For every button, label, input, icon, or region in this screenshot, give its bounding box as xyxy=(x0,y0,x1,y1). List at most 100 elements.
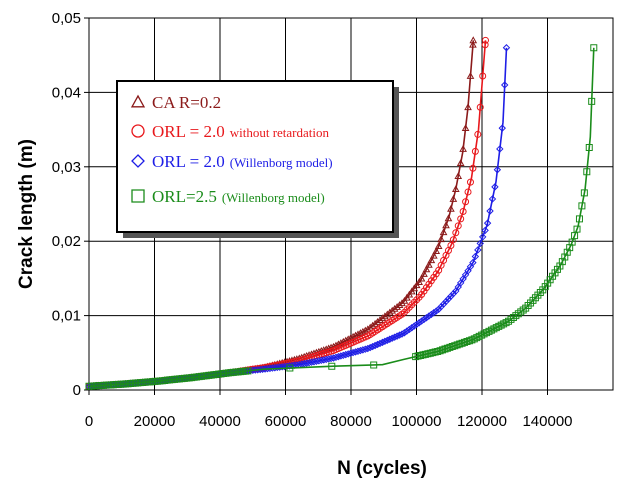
data-point xyxy=(474,130,482,138)
data-point xyxy=(563,248,571,256)
data-point xyxy=(488,195,497,203)
data-point xyxy=(575,215,583,223)
y-axis-title: Crack length (m) xyxy=(16,139,37,289)
data-point xyxy=(469,164,477,172)
data-point xyxy=(531,294,539,302)
y-tick-label: 0,03 xyxy=(52,159,81,176)
data-point xyxy=(444,214,453,222)
data-point xyxy=(408,324,416,332)
data-point xyxy=(546,276,554,284)
data-point xyxy=(500,81,509,89)
data-point xyxy=(405,325,414,334)
data-point xyxy=(479,72,487,80)
data-point xyxy=(427,256,436,264)
data-point xyxy=(422,314,431,322)
legend-label: ORL=2.5 (Willenborg model) xyxy=(152,187,325,206)
data-point xyxy=(469,36,478,44)
data-point xyxy=(388,334,396,342)
data-point xyxy=(453,341,461,349)
data-point xyxy=(585,143,593,151)
data-point xyxy=(568,238,576,246)
y-tick-label: 0,02 xyxy=(52,233,81,250)
data-point xyxy=(424,350,432,358)
data-point xyxy=(452,229,460,237)
data-point xyxy=(378,314,387,322)
legend-marker xyxy=(131,154,145,168)
data-point xyxy=(437,235,445,243)
data-point xyxy=(573,225,581,233)
data-point xyxy=(449,194,458,202)
data-point xyxy=(485,327,493,335)
data-point xyxy=(490,325,498,333)
data-point xyxy=(444,295,453,303)
x-tick-label: 60000 xyxy=(265,413,307,430)
data-point xyxy=(383,310,392,318)
legend-label: ORL = 2.0 (Willenborg model) xyxy=(152,152,333,171)
data-point xyxy=(432,270,440,278)
data-point xyxy=(514,310,522,318)
data-point xyxy=(459,144,467,152)
data-point xyxy=(390,304,399,312)
data-point xyxy=(417,274,426,282)
data-point xyxy=(427,310,436,319)
data-point xyxy=(451,185,460,193)
y-tick-label: 0,01 xyxy=(52,308,81,325)
data-point xyxy=(553,265,561,273)
legend-box xyxy=(116,80,394,233)
data-point xyxy=(417,351,425,359)
legend-item: ORL = 2.0 without retardation xyxy=(131,122,329,141)
data-point xyxy=(447,242,455,250)
x-tick-label: 140000 xyxy=(522,413,572,430)
data-point xyxy=(439,346,447,354)
legend-label-note: (Willenborg model) xyxy=(222,190,325,205)
data-point xyxy=(425,260,433,268)
data-point xyxy=(475,332,483,340)
data-point xyxy=(509,314,517,322)
data-point xyxy=(496,145,504,153)
x-axis-title: N (cycles) xyxy=(337,458,427,479)
data-point xyxy=(381,337,389,346)
data-point xyxy=(449,236,457,244)
legend-label-note: (Willenborg model) xyxy=(230,155,333,170)
data-point xyxy=(434,347,442,355)
data-point xyxy=(449,289,458,298)
data-point xyxy=(432,247,441,254)
data-point xyxy=(442,221,450,229)
data-point xyxy=(541,283,549,291)
data-point xyxy=(443,344,451,352)
data-point xyxy=(458,339,466,347)
data-point xyxy=(447,204,455,212)
data-point xyxy=(439,228,448,236)
data-point xyxy=(456,159,465,166)
data-point xyxy=(442,297,450,306)
data-point xyxy=(461,124,470,132)
data-point xyxy=(505,317,513,325)
data-point xyxy=(381,312,389,320)
data-point xyxy=(403,327,411,335)
data-point xyxy=(463,338,471,346)
data-point xyxy=(371,341,379,350)
data-point xyxy=(373,340,382,349)
data-point xyxy=(378,338,387,347)
data-point xyxy=(497,321,505,329)
data-point xyxy=(588,97,596,105)
data-point xyxy=(419,351,427,359)
data-point xyxy=(366,323,375,331)
data-point xyxy=(529,296,537,304)
data-point xyxy=(517,308,525,316)
data-point xyxy=(441,345,449,353)
data-point xyxy=(500,320,508,328)
data-point xyxy=(468,336,476,344)
data-point xyxy=(571,232,579,240)
data-point xyxy=(481,226,489,235)
data-point xyxy=(580,189,588,197)
data-point xyxy=(507,315,515,323)
data-point xyxy=(420,269,428,277)
legend-label: ORL = 2.0 without retardation xyxy=(152,122,329,141)
x-tick-label: 20000 xyxy=(134,413,176,430)
data-point xyxy=(476,239,484,248)
data-point xyxy=(487,326,495,334)
data-point xyxy=(415,278,423,286)
